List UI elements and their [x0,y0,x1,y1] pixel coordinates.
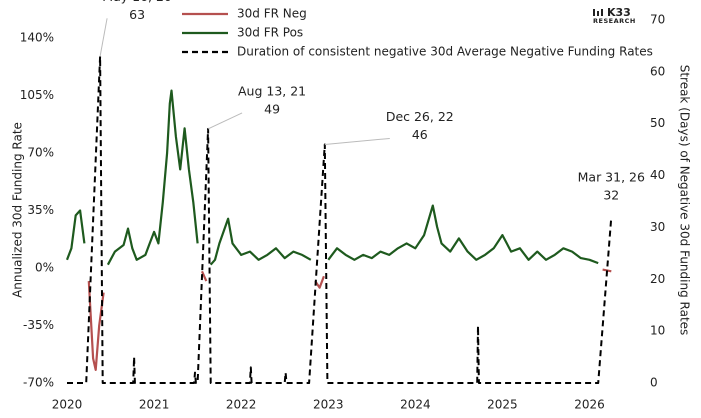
y-tick-label: 0% [35,261,54,275]
logo-name: K33 [607,6,631,19]
logo-icon [601,9,603,16]
y2-tick-label: 70 [650,13,665,27]
y2-tick-label: 40 [650,168,665,182]
legend-label: 30d FR Neg [237,7,307,21]
y2-tick-label: 0 [650,376,658,390]
y2-axis-label: Streak (Days) of Negative 30d Funding Ra… [678,65,692,336]
y2-tick-label: 20 [650,272,665,286]
y-tick-label: 140% [20,31,54,45]
annotation-leader [324,137,390,145]
annotation-value: 46 [412,127,428,142]
logo-subtitle: RESEARCH [593,17,636,25]
y-tick-label: 105% [20,88,54,102]
logo-icon [593,9,595,16]
legend-label: Duration of consistent negative 30d Aver… [237,45,653,59]
annotation-value: 32 [603,188,619,203]
y2-tick-label: 60 [650,64,665,78]
annotation-date: May 16, 20 [102,0,172,4]
annotation-date: Aug 13, 21 [238,83,306,98]
y2-tick-label: 50 [650,116,665,130]
annotation-value: 49 [264,101,280,116]
y-tick-label: -35% [23,318,54,332]
logo-icon [597,11,599,16]
annotation-leader [99,18,108,57]
y-tick-label: -70% [23,376,54,390]
x-tick-label: 2024 [400,398,431,412]
legend-label: 30d FR Pos [237,26,303,40]
annotation-date: Mar 31, 26 [578,170,645,185]
x-tick-label: 2020 [52,398,83,412]
y-tick-label: 70% [27,146,54,160]
y2-tick-label: 30 [650,220,665,234]
y-tick-label: 35% [27,203,54,217]
y2-tick-label: 10 [650,324,665,338]
annotation-date: Dec 26, 22 [386,109,454,124]
x-tick-label: 2026 [574,398,605,412]
funding-line [65,89,599,266]
x-tick-label: 2025 [487,398,518,412]
y-axis-label: Annualized 30d Funding Rate [11,122,25,298]
annotation-leader [207,112,243,130]
x-tick-label: 2023 [313,398,344,412]
funding-line [87,268,612,371]
x-tick-label: 2022 [226,398,257,412]
x-tick-label: 2021 [139,398,170,412]
annotation-value: 63 [129,7,145,22]
streak-line [67,55,613,384]
logo: K33 RESEARCH [593,6,636,25]
